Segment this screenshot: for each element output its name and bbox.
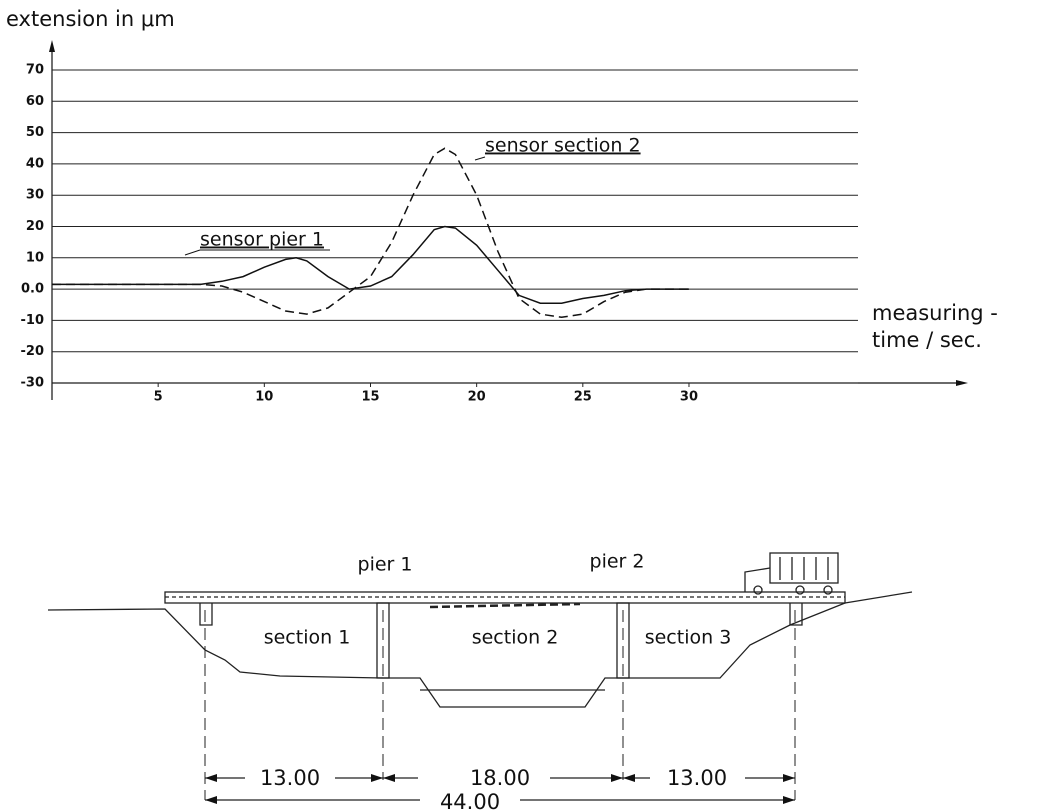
x-tick-label: 10 xyxy=(255,390,273,405)
section-label: section 1 xyxy=(264,627,351,649)
wheel xyxy=(824,586,832,594)
x-tick-label: 30 xyxy=(680,390,698,405)
y-tick-label: 70 xyxy=(26,63,44,78)
abutment xyxy=(200,603,802,625)
y-axis-label: extension in μm xyxy=(6,7,175,31)
data-line xyxy=(52,148,689,317)
truck-cab xyxy=(745,557,828,592)
section-label: section 2 xyxy=(472,627,559,649)
arrowhead xyxy=(383,774,395,782)
span-length: 13.00 xyxy=(667,766,727,790)
x-tick-label: 5 xyxy=(154,390,163,405)
x-tick-label: 15 xyxy=(361,390,379,405)
x-arrow xyxy=(956,380,968,386)
arrowhead xyxy=(371,774,383,782)
bridge xyxy=(48,553,912,800)
leader xyxy=(185,250,200,255)
sensor-cable xyxy=(430,604,580,607)
data-line xyxy=(52,227,689,304)
arrowhead xyxy=(783,796,795,804)
figure: extension in μm measuring - time / sec. … xyxy=(0,0,1037,812)
x-axis-label: time / sec. xyxy=(872,328,982,352)
y-tick-label: 10 xyxy=(26,250,44,265)
x-tick-label: 20 xyxy=(468,390,486,405)
arrowhead xyxy=(205,796,217,804)
span-length: 13.00 xyxy=(260,766,320,790)
arrowhead xyxy=(623,774,635,782)
y-arrow xyxy=(49,40,55,52)
total-length: 44.00 xyxy=(440,790,500,812)
y-tick-label: 20 xyxy=(26,219,44,234)
y-tick-label: 60 xyxy=(26,94,44,109)
y-tick-label: -10 xyxy=(21,313,45,328)
y-tick-label: 0.0 xyxy=(21,282,44,297)
y-tick-label: 30 xyxy=(26,188,44,203)
y-tick-label: -30 xyxy=(21,376,45,391)
arrowhead xyxy=(783,774,795,782)
y-tick-label: -20 xyxy=(21,344,45,359)
x-axis-label: measuring - xyxy=(872,301,998,325)
page: extension in μm measuring - time / sec. … xyxy=(0,0,1037,812)
wheel xyxy=(796,586,804,594)
span-length: 18.00 xyxy=(470,766,530,790)
wheel xyxy=(754,586,762,594)
series-label: sensor pier 1 xyxy=(200,229,324,251)
pier-label: pier 2 xyxy=(590,551,645,573)
pier-label: pier 1 xyxy=(358,554,413,576)
y-tick-label: 50 xyxy=(26,125,44,140)
section-label: section 3 xyxy=(645,627,732,649)
arrowhead xyxy=(205,774,217,782)
arrowhead xyxy=(611,774,623,782)
leader xyxy=(475,157,485,160)
y-tick-label: 40 xyxy=(26,156,44,171)
series-label: sensor section 2 xyxy=(485,135,641,157)
x-tick-label: 25 xyxy=(574,390,592,405)
